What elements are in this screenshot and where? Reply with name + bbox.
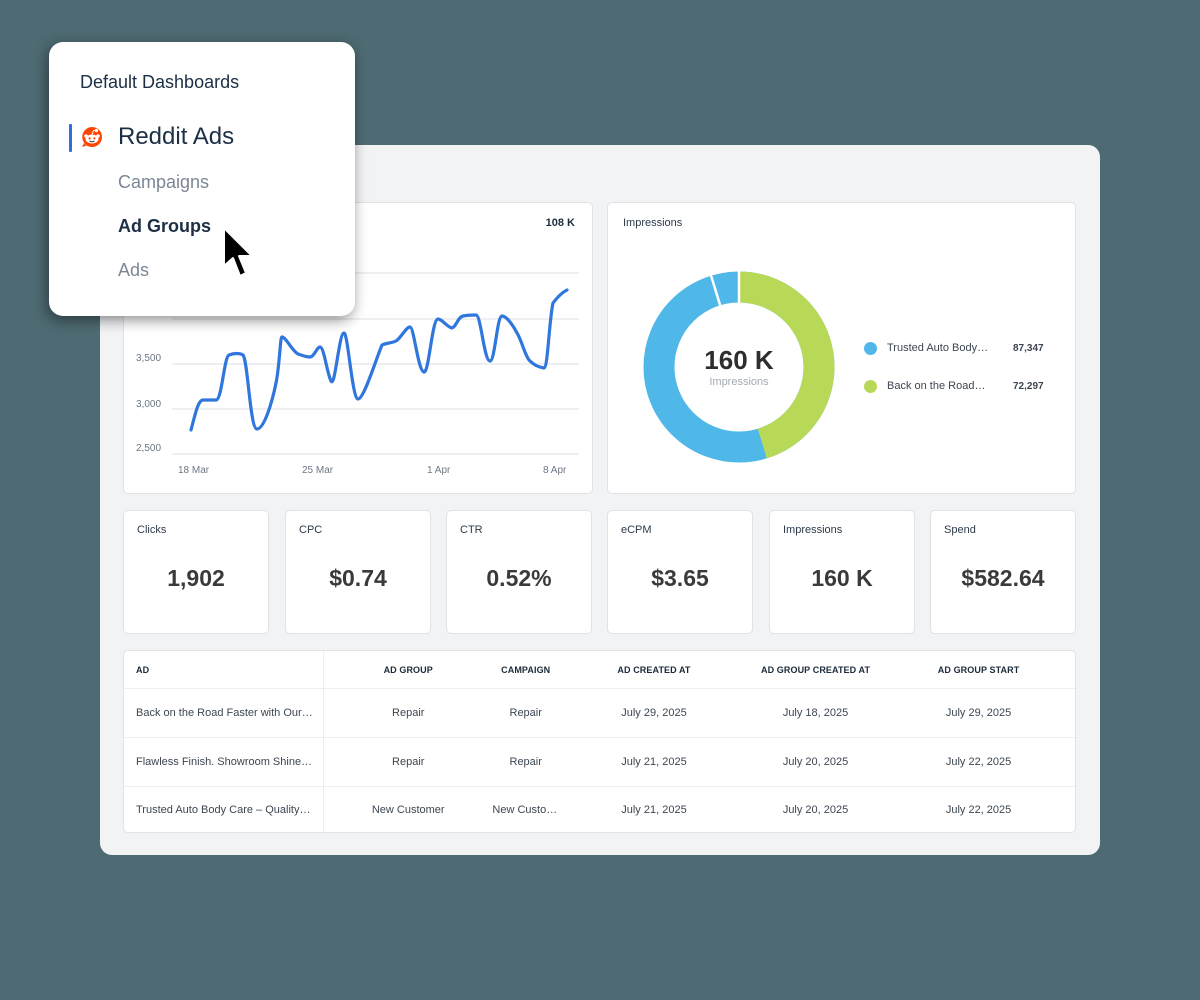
legend-item[interactable]: Back on the Road… 72,297 bbox=[864, 378, 1054, 394]
kpi-card-clicks: Clicks 1,902 bbox=[123, 510, 269, 634]
cell-campaign: Repair bbox=[509, 756, 542, 768]
menu-item-ad-groups[interactable]: Ad Groups bbox=[118, 216, 211, 236]
legend-label: Trusted Auto Body… bbox=[887, 342, 989, 354]
ads-table: AD AD GROUP CAMPAIGN AD CREATED AT AD GR… bbox=[123, 650, 1076, 833]
cell-ad-created-at: July 29, 2025 bbox=[621, 707, 687, 719]
legend-dot-icon bbox=[864, 379, 877, 393]
table-row[interactable]: Trusted Auto Body Care – Quality… New Cu… bbox=[124, 787, 1075, 832]
column-header-ad-group-start[interactable]: AD GROUP START bbox=[937, 664, 1020, 675]
kpi-label: eCPM bbox=[621, 524, 652, 536]
menu-heading: Default Dashboards bbox=[80, 72, 240, 92]
legend-value: 72,297 bbox=[1013, 380, 1044, 392]
kpi-card-ecpm: eCPM $3.65 bbox=[607, 510, 753, 634]
cell-ad-group-start: July 22, 2025 bbox=[945, 756, 1012, 768]
kpi-card-ctr: CTR 0.52% bbox=[446, 510, 592, 634]
menu-item-reddit-ads[interactable]: Reddit Ads bbox=[118, 123, 235, 150]
column-header-ad-group[interactable]: AD GROUP bbox=[383, 664, 433, 675]
kpi-card-impressions: Impressions 160 K bbox=[769, 510, 915, 634]
legend-label: Back on the Road… bbox=[887, 380, 986, 392]
cell-ad: Back on the Road Faster with Our… bbox=[124, 689, 325, 737]
y-tick: 3,500 bbox=[136, 353, 162, 364]
kpi-value: $0.74 bbox=[329, 565, 387, 591]
kpi-value: 160 K bbox=[811, 565, 873, 591]
cell-ad-group-created-at: July 18, 2025 bbox=[782, 707, 849, 719]
x-tick: 18 Mar bbox=[178, 465, 210, 476]
dashboard-panel: 108 K 3,500 3,000 2,500 18 Mar 25 Mar 1 … bbox=[100, 145, 1100, 855]
table-row[interactable]: Back on the Road Faster with Our… Repair… bbox=[124, 689, 1075, 738]
cell-campaign: New Customer bbox=[492, 804, 559, 816]
cell-ad-group: New Customer bbox=[371, 804, 445, 816]
kpi-label: CTR bbox=[460, 524, 483, 536]
mouse-cursor-icon bbox=[223, 227, 253, 277]
kpi-label: Clicks bbox=[137, 524, 167, 536]
reddit-icon bbox=[82, 127, 102, 147]
active-indicator bbox=[69, 124, 72, 152]
cell-ad: Trusted Auto Body Care – Quality… bbox=[124, 787, 325, 832]
cell-ad: Flawless Finish. Showroom Shine… bbox=[124, 738, 325, 786]
dashboard-menu-popup: Default Dashboards Reddit Ads Campaigns … bbox=[49, 42, 355, 316]
cell-ad-group: Repair bbox=[392, 756, 425, 768]
table-row[interactable]: Flawless Finish. Showroom Shine… Repair … bbox=[124, 738, 1075, 787]
cell-ad-group-start: July 22, 2025 bbox=[945, 804, 1012, 816]
impressions-donut-card: Impressions 160 K Impressions Trusted Au… bbox=[607, 202, 1076, 494]
kpi-card-spend: Spend $582.64 bbox=[930, 510, 1076, 634]
card-title: Impressions bbox=[623, 217, 683, 229]
menu-item-campaigns[interactable]: Campaigns bbox=[118, 172, 210, 192]
kpi-label: Spend bbox=[944, 524, 976, 536]
kpi-value: $582.64 bbox=[961, 565, 1045, 591]
cell-ad-created-at: July 21, 2025 bbox=[621, 804, 687, 816]
legend-value: 87,347 bbox=[1013, 342, 1044, 354]
line-series bbox=[189, 288, 569, 432]
legend-item[interactable]: Trusted Auto Body… 87,347 bbox=[864, 340, 1054, 356]
y-tick: 3,000 bbox=[136, 399, 162, 410]
cell-ad-group-created-at: July 20, 2025 bbox=[782, 804, 849, 816]
cell-ad-group: Repair bbox=[392, 707, 425, 719]
donut-chart: 160 K Impressions bbox=[643, 271, 835, 463]
menu-item-ads[interactable]: Ads bbox=[118, 260, 150, 280]
cell-ad-group-created-at: July 20, 2025 bbox=[782, 756, 849, 768]
x-tick: 25 Mar bbox=[302, 465, 334, 476]
kpi-value: 0.52% bbox=[486, 565, 552, 591]
cell-ad-group-start: July 29, 2025 bbox=[945, 707, 1012, 719]
column-header-ad-group-created-at[interactable]: AD GROUP CREATED AT bbox=[760, 664, 871, 675]
y-tick: 2,500 bbox=[136, 443, 162, 454]
kpi-card-cpc: CPC $0.74 bbox=[285, 510, 431, 634]
cell-ad-created-at: July 21, 2025 bbox=[621, 756, 687, 768]
cell-campaign: Repair bbox=[509, 707, 542, 719]
column-header-ad-created-at[interactable]: AD CREATED AT bbox=[617, 664, 691, 675]
line-chart bbox=[172, 272, 579, 455]
column-header-campaign[interactable]: CAMPAIGN bbox=[501, 664, 551, 675]
column-header-ad[interactable]: AD bbox=[124, 651, 325, 688]
donut-center-label: Impressions bbox=[709, 376, 769, 388]
kpi-label: CPC bbox=[299, 524, 323, 536]
chart-total-value: 108 K bbox=[545, 217, 575, 229]
x-tick: 8 Apr bbox=[543, 465, 567, 476]
kpi-value: $3.65 bbox=[651, 565, 709, 591]
x-tick: 1 Apr bbox=[427, 465, 451, 476]
donut-center-value: 160 K bbox=[704, 345, 774, 375]
kpi-value: 1,902 bbox=[167, 565, 225, 591]
kpi-label: Impressions bbox=[783, 524, 843, 536]
legend-dot-icon bbox=[864, 341, 877, 355]
table-header-row: AD AD GROUP CAMPAIGN AD CREATED AT AD GR… bbox=[124, 651, 1075, 689]
